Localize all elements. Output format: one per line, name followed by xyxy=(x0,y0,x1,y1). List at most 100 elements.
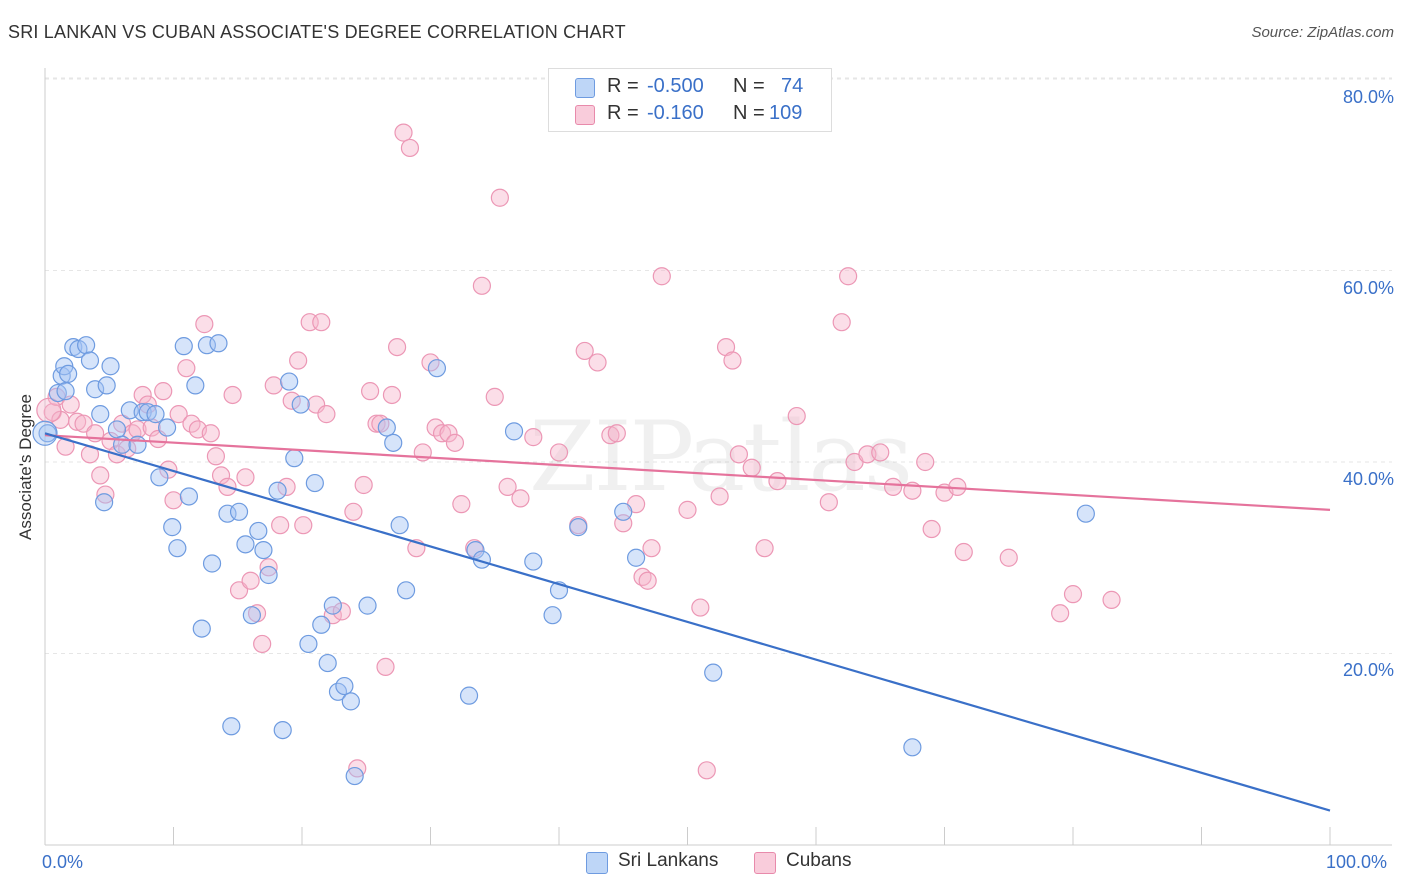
data-point-cubans xyxy=(317,405,336,424)
data-point-cubans xyxy=(241,571,260,590)
data-point-cubans xyxy=(332,602,351,621)
r-label: R = xyxy=(607,75,639,97)
data-point-sri-lankans xyxy=(259,565,278,585)
data-point-cubans xyxy=(549,443,569,462)
data-point-cubans xyxy=(361,382,380,401)
data-point-sri-lankans xyxy=(179,487,199,506)
data-point-cubans xyxy=(588,353,607,372)
data-point-sri-lankans xyxy=(299,634,318,654)
data-point-sri-lankans xyxy=(163,518,182,537)
data-point-sri-lankans xyxy=(249,521,268,541)
correlation-legend: R = -0.500 N = 74 R = -0.160 N = 109 xyxy=(548,68,832,132)
data-point-sri-lankans xyxy=(59,364,78,384)
data-point-cubans xyxy=(916,452,935,472)
data-point-cubans xyxy=(691,598,710,617)
y-tick-label: 20.0% xyxy=(1342,660,1394,680)
data-point-sri-lankans xyxy=(396,581,416,600)
data-point-cubans xyxy=(883,477,903,496)
series-sri-lankans xyxy=(32,334,1095,786)
data-point-sri-lankans xyxy=(569,518,588,537)
data-point-cubans xyxy=(169,405,188,424)
data-point-cubans xyxy=(432,424,452,443)
data-point-cubans xyxy=(376,657,395,677)
n-value: 109 xyxy=(769,102,803,124)
data-point-cubans xyxy=(723,351,742,370)
data-point-sri-lankans xyxy=(254,540,273,560)
data-point-cubans xyxy=(678,500,697,519)
data-point-cubans xyxy=(642,539,661,558)
data-point-cubans xyxy=(839,267,858,286)
data-point-cubans xyxy=(236,468,255,487)
data-point-cubans xyxy=(195,315,214,334)
data-point-sri-lankans xyxy=(504,422,524,441)
data-point-sri-lankans xyxy=(626,548,646,567)
data-point-sri-lankans xyxy=(236,535,255,554)
y-axis-label: Associate's Degree xyxy=(16,394,35,540)
r-value: -0.500 xyxy=(647,75,704,97)
data-point-sri-lankans xyxy=(56,382,75,401)
source-note: Source: ZipAtlas.com xyxy=(1251,24,1394,41)
data-point-sri-lankans xyxy=(704,663,723,682)
data-point-cubans xyxy=(354,475,373,495)
data-point-cubans xyxy=(697,761,716,780)
data-point-cubans xyxy=(128,420,147,439)
data-point-cubans xyxy=(511,489,530,508)
data-point-sri-lankans xyxy=(186,376,205,395)
data-point-sri-lankans xyxy=(242,606,261,625)
data-point-sri-lankans xyxy=(291,395,310,414)
blue-swatch-icon xyxy=(586,852,608,874)
data-point-cubans xyxy=(787,406,806,426)
data-point-cubans xyxy=(264,376,283,395)
data-point-sri-lankans xyxy=(174,337,193,356)
data-point-cubans xyxy=(164,491,183,510)
data-point-sri-lankans xyxy=(273,720,292,740)
data-point-cubans xyxy=(485,387,504,406)
data-point-cubans xyxy=(344,502,363,521)
watermark: ZIPatlas xyxy=(529,401,911,513)
data-point-cubans xyxy=(710,487,729,506)
pink-swatch-icon xyxy=(754,852,776,874)
data-point-cubans xyxy=(768,472,787,491)
data-point-sri-lankans xyxy=(377,418,396,437)
chart-title: SRI LANKAN VS CUBAN ASSOCIATE'S DEGREE C… xyxy=(8,22,626,42)
data-point-cubans xyxy=(729,445,749,464)
data-point-sri-lankans xyxy=(1076,504,1095,523)
y-tick-label: 40.0% xyxy=(1342,469,1394,489)
data-point-sri-lankans xyxy=(524,552,543,571)
r-label: R = xyxy=(607,102,639,124)
data-point-cubans xyxy=(223,385,242,405)
data-point-cubans xyxy=(61,395,80,414)
data-point-cubans xyxy=(638,571,657,590)
data-point-sri-lankans xyxy=(305,473,324,493)
data-point-sri-lankans xyxy=(543,606,562,625)
data-point-cubans xyxy=(382,385,402,405)
data-point-sri-lankans xyxy=(318,653,337,673)
gridlines xyxy=(45,77,1392,654)
data-point-cubans xyxy=(289,351,308,370)
data-point-sri-lankans xyxy=(150,468,169,487)
legend-label: Sri Lankans xyxy=(618,850,719,871)
data-point-sri-lankans xyxy=(97,376,116,395)
data-point-cubans xyxy=(832,313,851,332)
x-tick-label: 0.0% xyxy=(42,852,84,872)
data-point-cubans xyxy=(400,138,420,158)
y-tick-label: 80.0% xyxy=(1342,87,1394,107)
data-point-sri-lankans xyxy=(91,405,110,424)
data-point-cubans xyxy=(452,495,471,514)
data-point-sri-lankans xyxy=(222,717,241,736)
data-point-cubans xyxy=(312,313,331,332)
data-point-cubans xyxy=(271,516,290,535)
data-point-cubans xyxy=(954,542,973,562)
data-point-cubans xyxy=(277,477,296,496)
y-tick-label: 60.0% xyxy=(1342,278,1394,298)
data-point-cubans xyxy=(575,341,594,361)
data-point-sri-lankans xyxy=(280,372,299,391)
data-point-sri-lankans xyxy=(903,738,922,757)
data-point-cubans xyxy=(999,548,1018,567)
series-cubans xyxy=(36,123,1121,780)
data-point-sri-lankans xyxy=(229,502,249,521)
data-point-cubans xyxy=(206,447,226,466)
n-value: 74 xyxy=(781,75,804,97)
data-point-sri-lankans xyxy=(202,554,222,573)
